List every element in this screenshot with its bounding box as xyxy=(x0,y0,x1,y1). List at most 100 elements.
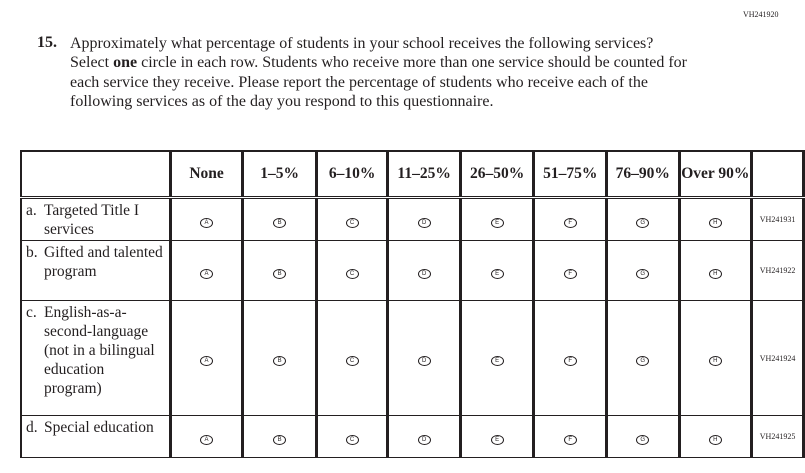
row-letter: b. xyxy=(26,244,38,261)
response-cell: A xyxy=(168,197,244,241)
response-cell: D xyxy=(386,240,461,301)
response-bubble-b[interactable]: B xyxy=(273,268,287,279)
response-cell: A xyxy=(168,240,244,301)
response-bubble-b[interactable]: B xyxy=(273,434,287,445)
response-cell: A xyxy=(168,415,244,458)
header-blank xyxy=(19,150,171,199)
response-cell: C xyxy=(314,300,389,416)
column-header: Over 90% xyxy=(677,150,753,199)
row-text: Gifted and talented program xyxy=(44,244,163,280)
item-code: VH241925 xyxy=(750,415,805,458)
response-cell: H xyxy=(677,415,753,458)
header-code-blank xyxy=(750,150,805,199)
response-bubble-g[interactable]: G xyxy=(636,434,650,445)
response-bubble-f[interactable]: F xyxy=(563,356,577,366)
response-cell: B xyxy=(241,240,317,301)
response-bubble-d[interactable]: D xyxy=(417,434,431,445)
response-bubble-d[interactable]: D xyxy=(417,217,431,228)
response-cell: C xyxy=(314,415,389,458)
response-cell: E xyxy=(458,300,535,416)
item-code: VH241922 xyxy=(750,240,805,301)
response-cell: C xyxy=(314,240,389,301)
item-code: VH241931 xyxy=(750,197,805,241)
response-bubble-c[interactable]: C xyxy=(345,268,359,279)
response-cell: B xyxy=(241,415,317,458)
form-code: VH241920 xyxy=(743,10,779,19)
response-cell: B xyxy=(241,197,317,241)
response-bubble-d[interactable]: D xyxy=(417,268,431,279)
response-bubble-h[interactable]: H xyxy=(708,217,722,228)
row-label: d. Special education xyxy=(19,415,171,458)
response-bubble-e[interactable]: E xyxy=(490,268,504,279)
column-header: 76–90% xyxy=(604,150,680,199)
response-cell: F xyxy=(532,415,607,458)
column-header: None xyxy=(168,150,244,199)
response-cell: D xyxy=(386,197,461,241)
response-bubble-h[interactable]: H xyxy=(708,268,722,279)
question-number: 15. xyxy=(37,34,57,51)
response-bubble-f[interactable]: F xyxy=(563,268,577,279)
column-header: 6–10% xyxy=(314,150,389,199)
response-bubble-c[interactable]: C xyxy=(345,217,359,228)
response-bubble-h[interactable]: H xyxy=(708,434,722,445)
column-header: 11–25% xyxy=(386,150,461,199)
response-bubble-f[interactable]: F xyxy=(563,434,577,445)
response-cell: E xyxy=(458,197,535,241)
response-cell: E xyxy=(458,415,535,458)
response-bubble-e[interactable]: E xyxy=(490,217,504,228)
response-cell: H xyxy=(677,240,753,301)
response-bubble-a[interactable]: A xyxy=(200,268,214,279)
table-row: d. Special education A B C D E F G H VH241925 xyxy=(19,415,805,458)
response-bubble-g[interactable]: G xyxy=(636,217,650,228)
response-bubble-g[interactable]: G xyxy=(636,268,650,279)
response-cell: H xyxy=(677,197,753,241)
response-cell: B xyxy=(241,300,317,416)
column-header: 51–75% xyxy=(532,150,607,199)
item-code: VH241924 xyxy=(750,300,805,416)
response-bubble-a[interactable]: A xyxy=(200,217,214,228)
column-header: 26–50% xyxy=(458,150,535,199)
row-label: c. English-as-a-second-language (not in a… xyxy=(19,300,171,416)
response-cell: A xyxy=(168,300,244,416)
response-bubble-a[interactable]: A xyxy=(200,356,214,366)
question-text-bold: one xyxy=(113,54,138,72)
table-row: b. Gifted and talented program A B C D E F G H VH2… xyxy=(19,240,805,301)
response-cell: D xyxy=(386,300,461,416)
row-text: English-as-a-second-language (not in a b… xyxy=(44,304,155,397)
response-cell: G xyxy=(604,197,680,241)
response-cell: F xyxy=(532,300,607,416)
response-bubble-b[interactable]: B xyxy=(273,217,287,228)
row-label: b. Gifted and talented program xyxy=(19,240,171,301)
row-text: Special education xyxy=(44,419,154,436)
question-text: Approximately what percentage of student… xyxy=(70,34,690,111)
row-text: Targeted Title I services xyxy=(44,202,140,238)
response-cell: H xyxy=(677,300,753,416)
response-bubble-d[interactable]: D xyxy=(417,356,431,366)
table-row: a. Targeted Title I services A B C D E F G H VH241… xyxy=(19,197,805,241)
column-header: 1–5% xyxy=(241,150,317,199)
table-row: c. English-as-a-second-language (not in a… xyxy=(19,300,805,416)
response-bubble-h[interactable]: H xyxy=(708,356,722,366)
response-bubble-e[interactable]: E xyxy=(490,434,504,445)
response-bubble-a[interactable]: A xyxy=(200,434,214,445)
question-text-part: circle in each row. Students who receive… xyxy=(70,54,687,110)
response-cell: F xyxy=(532,197,607,241)
response-bubble-b[interactable]: B xyxy=(273,356,287,366)
response-cell: D xyxy=(386,415,461,458)
response-bubble-f[interactable]: F xyxy=(563,217,577,228)
response-bubble-g[interactable]: G xyxy=(636,356,650,366)
response-cell: G xyxy=(604,240,680,301)
response-bubble-c[interactable]: C xyxy=(345,434,359,445)
response-cell: F xyxy=(532,240,607,301)
response-cell: G xyxy=(604,415,680,458)
response-bubble-e[interactable]: E xyxy=(490,356,504,366)
question-text-part: Approximately what percentage of student… xyxy=(70,35,654,72)
row-label: a. Targeted Title I services xyxy=(19,197,171,241)
row-letter: c. xyxy=(26,304,37,321)
response-cell: C xyxy=(314,197,389,241)
response-bubble-c[interactable]: C xyxy=(345,356,359,366)
row-letter: d. xyxy=(26,419,38,436)
row-letter: a. xyxy=(26,202,37,219)
response-table: None 1–5% 6–10% 11–25% 26–50% 51–75% 76–90% Ove… xyxy=(19,150,805,458)
response-cell: E xyxy=(458,240,535,301)
